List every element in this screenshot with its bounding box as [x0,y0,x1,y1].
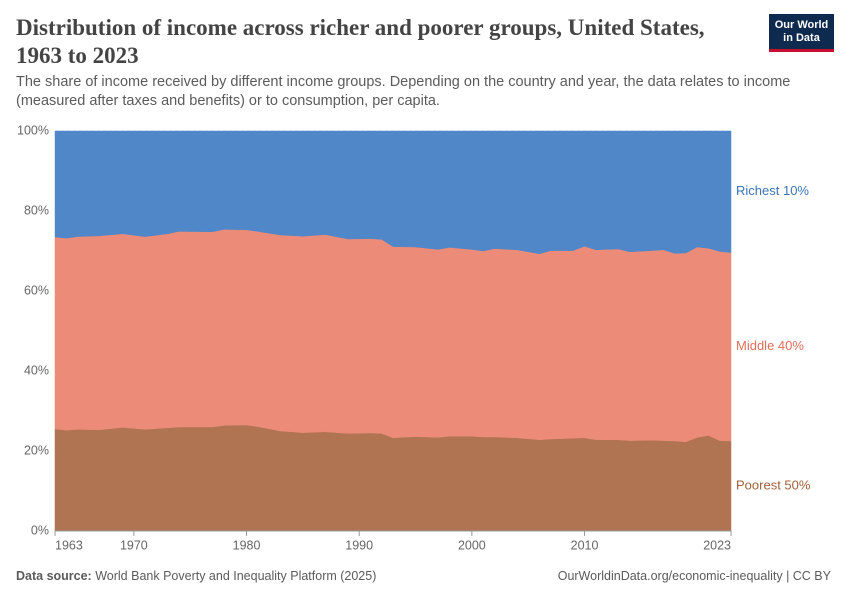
source: Data source: World Bank Poverty and Ineq… [16,569,376,583]
source-text: World Bank Poverty and Inequality Platfo… [95,569,377,583]
y-tick-label: 0% [31,523,49,537]
credit[interactable]: OurWorldinData.org/economic-inequality |… [557,569,831,583]
x-tick-label: 1990 [345,538,373,552]
x-tick-label: 2010 [571,538,599,552]
x-tick-label: 1980 [233,538,261,552]
x-tick-label: 2023 [703,538,731,552]
legend-label: Richest 10% [736,183,809,198]
area [54,229,732,443]
y-tick-label: 60% [24,283,49,297]
y-tick-label: 20% [24,443,49,457]
logo[interactable]: Our World in Data [769,14,834,52]
area [54,424,732,532]
y-tick-label: 100% [17,123,49,137]
x-tick-label: 2000 [458,538,486,552]
source-label: Data source: [16,569,92,583]
legend-label: Poorest 50% [736,477,811,492]
x-tick-label: 1963 [55,538,83,552]
chart-title: Distribution of income across richer and… [16,15,705,68]
chart-subtitle: The share of income received by differen… [16,74,791,109]
legend-label: Middle 40% [736,338,804,353]
y-tick-label: 80% [24,203,49,217]
logo-line: in Data [783,32,820,44]
area [54,130,732,255]
x-tick-label: 1970 [120,538,148,552]
logo-line: Our World [774,19,829,31]
y-tick-label: 40% [24,363,49,377]
